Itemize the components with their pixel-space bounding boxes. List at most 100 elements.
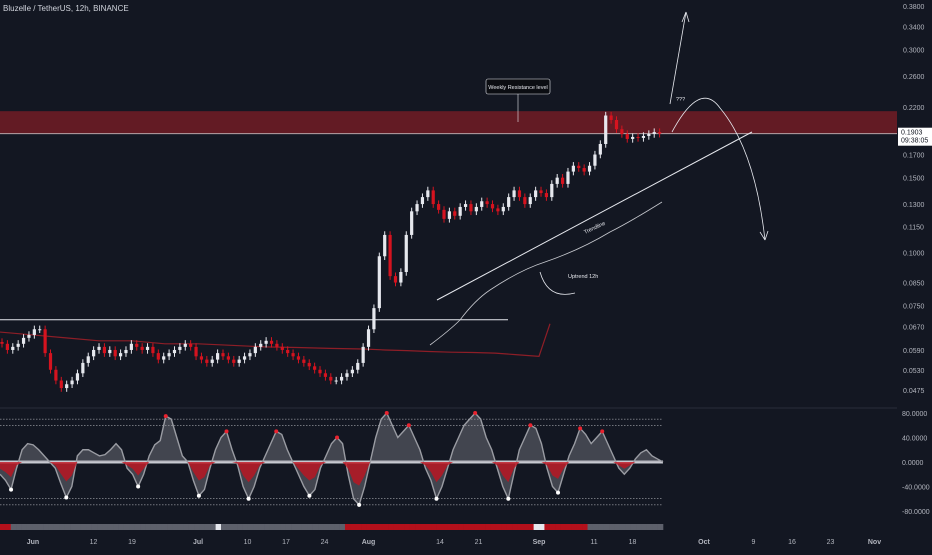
price-tick-label: 0.1300 (903, 202, 925, 209)
candle-body (124, 349, 128, 354)
status-bar-segment (43, 524, 49, 530)
candle-body (410, 211, 414, 235)
status-bar-segment (10, 524, 17, 530)
status-bar-segment (86, 524, 92, 530)
status-bar-segment (280, 524, 286, 530)
candle-body (345, 373, 349, 377)
osc-extreme-dot (246, 496, 251, 501)
candle-body (490, 204, 495, 209)
status-bar-segment (26, 524, 33, 530)
candle-body (560, 177, 565, 184)
candle-body (75, 373, 80, 381)
status-bar-segment (344, 524, 351, 530)
candle-body (631, 136, 635, 139)
osc-extreme-dot (384, 411, 389, 415)
candle-body (604, 115, 608, 144)
osc-extreme-dot (528, 423, 533, 428)
status-bar-segment (91, 524, 98, 530)
candle-body (221, 353, 225, 357)
status-bar-segment (161, 524, 168, 530)
candle-body (658, 132, 662, 134)
status-bar-segment (285, 524, 292, 530)
candle-body (216, 353, 220, 360)
price-tick-label: 0.0850 (903, 281, 925, 288)
candle-body (361, 346, 365, 363)
candle-body (393, 276, 398, 283)
time-tick-label: Aug (362, 539, 376, 546)
status-bar-segment (571, 524, 578, 530)
candle-body (415, 204, 419, 212)
candle-body (145, 346, 150, 350)
status-bar-segment (355, 524, 362, 530)
status-bar-segment (382, 524, 389, 530)
status-bar-segment (636, 524, 642, 530)
status-bar-segment (269, 524, 276, 530)
status-bar-segment (371, 524, 378, 530)
symbol-title: Bluzelle / TetherUS, 12h, BINANCE (3, 4, 129, 13)
candle-body (237, 359, 241, 363)
status-bar-segment (630, 524, 637, 530)
status-bar-segment (32, 524, 39, 530)
status-bar-segment (97, 524, 103, 530)
status-bar-segment (21, 524, 28, 530)
status-bar-segment (301, 524, 308, 530)
current-price-badge (898, 127, 932, 146)
status-bar-segment (258, 524, 265, 530)
candle-body (587, 165, 592, 172)
status-bar-segment (339, 524, 346, 530)
status-bar-segment (323, 524, 330, 530)
status-bar-segment (0, 524, 6, 530)
candle-body (609, 115, 613, 120)
status-bar-segment (204, 524, 211, 530)
status-bar-segment (183, 524, 189, 530)
status-bar-segment (625, 524, 631, 530)
candle-body (183, 343, 187, 347)
time-tick-label: 17 (282, 539, 290, 546)
candle-body (38, 329, 42, 331)
status-bar-segment (177, 524, 184, 530)
candle-body (442, 209, 446, 219)
candle-body (259, 343, 263, 347)
candle-body (205, 359, 209, 363)
candle-body (334, 380, 338, 382)
candle-body (199, 356, 204, 360)
candle-body (566, 171, 570, 184)
candle-body (641, 135, 646, 138)
status-bar-segment (5, 524, 12, 530)
candle-body (469, 204, 473, 212)
candle-body (313, 366, 317, 370)
candle-body (178, 346, 182, 350)
osc-extreme-dot (578, 426, 583, 431)
time-tick-label: 10 (244, 539, 252, 546)
status-bar-segment (291, 524, 297, 530)
status-bar-segment (361, 524, 367, 530)
candle-body (512, 190, 516, 198)
uptrend-label: Uptrend 12h (568, 274, 598, 280)
osc-tick-label: 0.0000 (902, 460, 924, 467)
time-tick-label: 14 (436, 539, 444, 546)
candle-body (517, 190, 522, 198)
candle-body (97, 346, 101, 350)
candle-body (534, 190, 538, 198)
status-bar-segment (215, 524, 222, 530)
status-bar-segment (199, 524, 206, 530)
candle-body (226, 356, 230, 360)
status-bar-segment (587, 524, 594, 530)
countdown-label: 09:38:05 (901, 138, 928, 145)
status-bar-segment (150, 524, 157, 530)
candle-body (81, 362, 85, 374)
candle-body (194, 346, 198, 357)
status-bar-segment (490, 524, 497, 530)
osc-extreme-dot (274, 429, 279, 434)
status-bar-segment (598, 524, 605, 530)
candle-body (102, 346, 107, 354)
candle-body (43, 329, 47, 354)
candle-body (21, 337, 26, 344)
candle-body (108, 349, 112, 354)
status-bar-segment (129, 524, 136, 530)
status-bar-segment (307, 524, 313, 530)
status-bar-segment (247, 524, 254, 530)
candle-body (507, 197, 511, 207)
price-tick-label: 0.1700 (903, 153, 925, 160)
